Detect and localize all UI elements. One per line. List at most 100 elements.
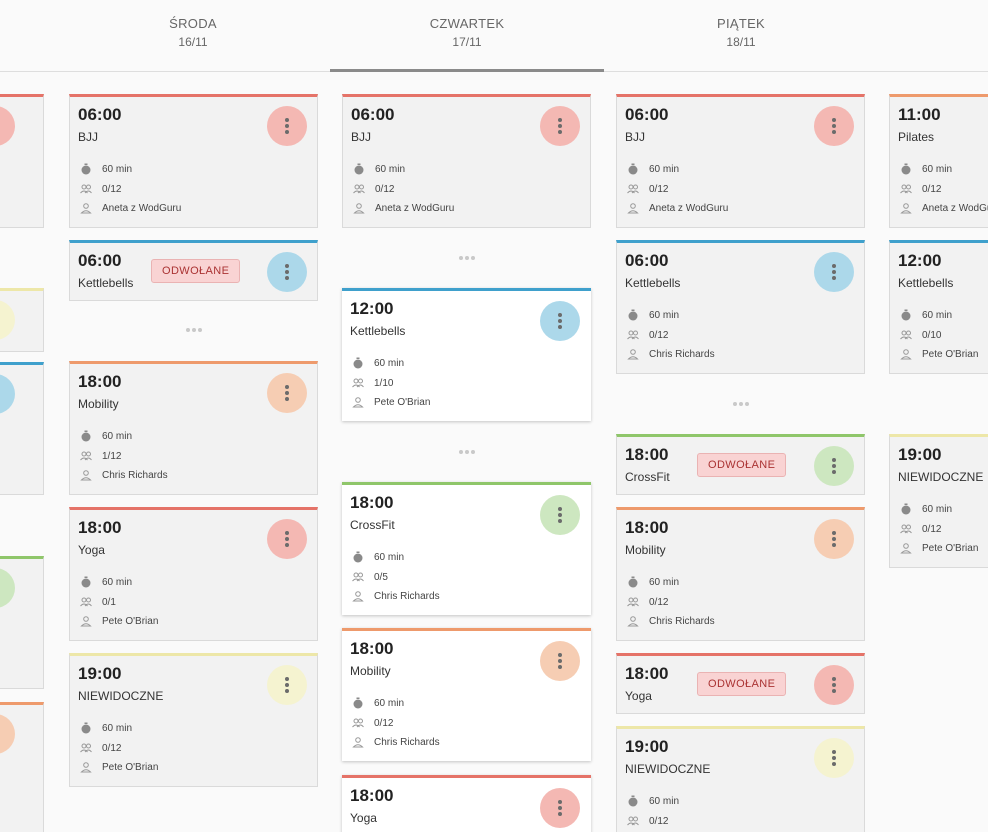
more-classes-indicator[interactable]	[733, 402, 749, 406]
group-icon	[352, 718, 364, 728]
day-date: 16/11	[178, 35, 208, 49]
card-menu-button[interactable]	[267, 373, 307, 413]
day-header-thursday[interactable]: CZWARTEK 17/11	[330, 0, 604, 71]
class-card-partial[interactable]: 11:00 Pilates 60 min 0/12 Aneta z WodGur…	[889, 94, 988, 228]
card-menu-button[interactable]	[0, 568, 15, 608]
card-menu-button[interactable]	[0, 374, 15, 414]
class-card[interactable]: 18:00 CrossFit 60 min 0/5 Chris Richards	[342, 482, 591, 615]
coach-row: Chris Richards	[352, 736, 440, 748]
class-card[interactable]: 18:00 Yoga	[342, 775, 591, 832]
duration-row: 60 min	[352, 551, 404, 563]
class-time: 18:00	[78, 372, 122, 391]
card-menu-button[interactable]	[267, 106, 307, 146]
class-card-cancelled[interactable]: 18:00 Yoga ODWOŁANE	[616, 653, 865, 714]
more-classes-indicator[interactable]	[459, 256, 475, 260]
stopwatch-icon	[354, 163, 364, 175]
card-menu-button[interactable]	[540, 301, 580, 341]
class-duration: 60 min	[649, 163, 680, 175]
class-coach: Chris Richards	[649, 348, 715, 360]
class-card[interactable]: 12:00 Kettlebells 60 min 1/10 Pete O'Bri…	[342, 288, 591, 421]
class-duration: 60 min	[102, 576, 133, 588]
group-icon	[352, 572, 364, 582]
coach-row: Chris Richards	[80, 469, 168, 481]
class-card[interactable]: 18:00 Mobility 60 min 0/12 Chris Richard…	[342, 628, 591, 761]
card-menu-button[interactable]	[814, 106, 854, 146]
class-card-partial[interactable]	[0, 94, 44, 228]
capacity-row: 1/12	[80, 450, 121, 462]
coach-row: Chris Richards	[627, 615, 715, 627]
group-icon	[900, 524, 912, 534]
class-coach: Aneta z WodGuru	[102, 202, 182, 214]
card-menu-button[interactable]	[814, 252, 854, 292]
class-card-cancelled[interactable]: 18:00 CrossFit ODWOŁANE	[616, 434, 865, 495]
class-card[interactable]: 18:00 Yoga 60 min 0/1 Pete O'Brian	[69, 507, 318, 641]
card-menu-button[interactable]	[267, 665, 307, 705]
card-menu-button[interactable]	[0, 714, 15, 754]
class-duration: 60 min	[922, 309, 953, 321]
card-menu-button[interactable]	[0, 300, 15, 340]
class-time: 12:00	[350, 299, 394, 318]
class-capacity: 0/12	[102, 183, 122, 195]
group-icon	[80, 743, 92, 753]
duration-row: 60 min	[353, 163, 405, 175]
capacity-row: 0/12	[627, 815, 668, 827]
card-menu-button[interactable]	[267, 519, 307, 559]
card-menu-button[interactable]	[0, 106, 15, 146]
card-menu-button[interactable]	[814, 446, 854, 486]
class-card-partial[interactable]	[0, 288, 44, 352]
more-vertical-icon	[558, 117, 562, 135]
class-card[interactable]: 06:00 BJJ 60 min 0/12 Aneta z WodGuru	[69, 94, 318, 228]
card-menu-button[interactable]	[540, 788, 580, 828]
card-menu-button[interactable]	[814, 738, 854, 778]
class-card-partial[interactable]	[0, 362, 44, 495]
more-classes-indicator[interactable]	[459, 450, 475, 454]
more-vertical-icon	[832, 457, 836, 475]
person-icon	[80, 470, 92, 481]
stopwatch-icon	[628, 576, 638, 588]
class-card[interactable]: 19:00 NIEWIDOCZNE 60 min 0/12	[616, 726, 865, 832]
class-card-cancelled[interactable]: 06:00 Kettlebells ODWOŁANE	[69, 240, 318, 301]
card-menu-button[interactable]	[814, 519, 854, 559]
capacity-row: 0/12	[80, 183, 121, 195]
class-name: Kettlebells	[898, 276, 954, 290]
class-time: 06:00	[78, 105, 122, 124]
class-duration: 60 min	[922, 163, 953, 175]
coach-row: Pete O'Brian	[900, 348, 978, 360]
group-icon	[80, 597, 92, 607]
class-duration: 60 min	[375, 163, 406, 175]
card-menu-button[interactable]	[540, 106, 580, 146]
more-classes-indicator[interactable]	[186, 328, 202, 332]
class-duration: 60 min	[374, 357, 405, 369]
capacity-row: 0/12	[80, 742, 121, 754]
class-capacity: 0/12	[649, 815, 669, 827]
card-menu-button[interactable]	[814, 665, 854, 705]
day-header-friday[interactable]: PIĄTEK 18/11	[604, 0, 878, 71]
class-card-partial[interactable]: 12:00 Kettlebells 60 min 0/10 Pete O'Bri…	[889, 240, 988, 374]
class-card[interactable]: 06:00 BJJ 60 min 0/12 Aneta z WodGuru	[616, 94, 865, 228]
card-menu-button[interactable]	[540, 495, 580, 535]
group-icon	[627, 330, 639, 340]
class-card-partial[interactable]	[0, 702, 44, 832]
card-menu-button[interactable]	[540, 641, 580, 681]
class-card-partial[interactable]	[0, 556, 44, 689]
class-name: NIEWIDOCZNE	[625, 762, 711, 776]
day-header-wednesday[interactable]: ŚRODA 16/11	[56, 0, 330, 71]
class-capacity: 1/12	[102, 450, 122, 462]
card-menu-button[interactable]	[267, 252, 307, 292]
stopwatch-icon	[628, 163, 638, 175]
class-time: 11:00	[898, 105, 941, 124]
class-card[interactable]: 18:00 Mobility 60 min 0/12 Chris Richard…	[616, 507, 865, 641]
more-vertical-icon	[558, 312, 562, 330]
more-vertical-icon	[558, 506, 562, 524]
class-time: 06:00	[625, 105, 669, 124]
class-card[interactable]: 18:00 Mobility 60 min 1/12 Chris Richard…	[69, 361, 318, 495]
class-card[interactable]: 06:00 Kettlebells 60 min 0/12 Chris Rich…	[616, 240, 865, 374]
stopwatch-icon	[81, 722, 91, 734]
class-duration: 60 min	[649, 576, 680, 588]
class-time: 18:00	[78, 518, 122, 537]
class-card[interactable]: 19:00 NIEWIDOCZNE 60 min 0/12 Pete O'Bri…	[69, 653, 318, 787]
class-card-partial[interactable]: 19:00 NIEWIDOCZNE 60 min 0/12 Pete O'Bri…	[889, 434, 988, 568]
class-capacity: 0/12	[649, 596, 669, 608]
active-day-indicator	[330, 69, 604, 72]
class-card[interactable]: 06:00 BJJ 60 min 0/12 Aneta z WodGuru	[342, 94, 591, 228]
